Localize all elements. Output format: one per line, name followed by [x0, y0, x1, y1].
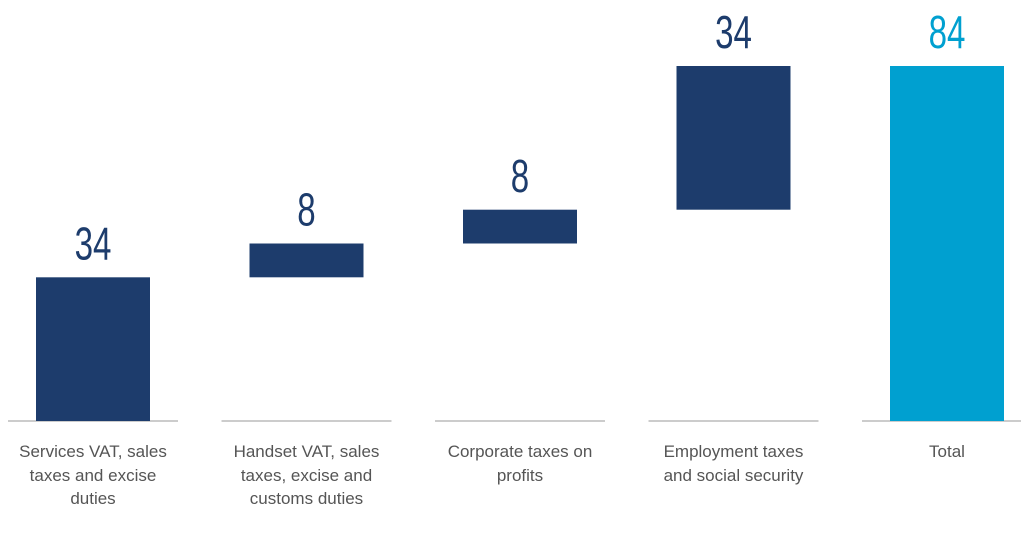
- value-label: 8: [297, 185, 315, 235]
- category-label: Handset VAT, sales taxes, excise and cus…: [233, 442, 380, 508]
- category-label: Services VAT, sales taxes and excise dut…: [19, 442, 167, 508]
- category-label: Total: [929, 442, 965, 461]
- bar: [249, 243, 364, 278]
- value-label: 84: [929, 8, 966, 58]
- category-label: Employment taxes and social security: [663, 442, 804, 485]
- category-label: Corporate taxes on profits: [447, 442, 593, 485]
- value-label: 34: [75, 219, 112, 269]
- bar: [36, 277, 150, 421]
- value-label: 34: [715, 8, 752, 58]
- value-label: 8: [511, 152, 529, 202]
- bar: [676, 66, 791, 210]
- bar: [463, 209, 577, 244]
- bar: [890, 66, 1004, 421]
